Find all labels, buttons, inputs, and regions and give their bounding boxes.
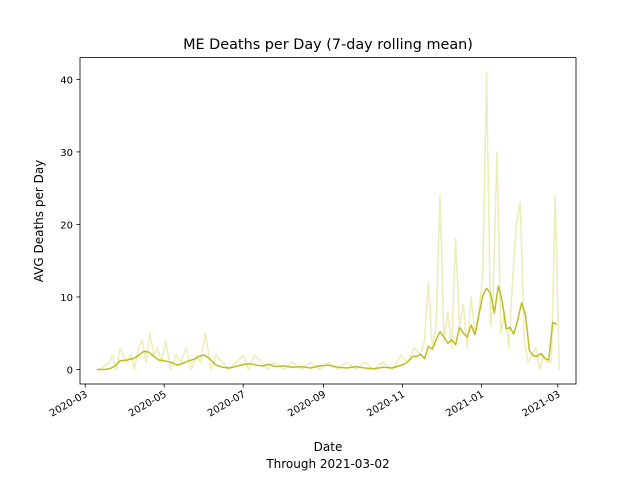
x-tick-label: 2021-03 [521, 389, 563, 419]
y-axis-label: AVG Deaths per Day [32, 160, 46, 283]
y-tick-label: 0 [67, 365, 73, 376]
x-axis-label: Date [314, 440, 343, 454]
x-axis: 2020-03 2020-05 2020-07 2020-09 2020-11 2021-… [48, 384, 562, 419]
plot-frame [79, 57, 577, 385]
x-tick-label: 2020-03 [48, 389, 90, 419]
daily-series [98, 71, 560, 371]
x-tick-label: 2021-01 [444, 389, 486, 419]
x-tick-label: 2020-11 [365, 389, 407, 419]
x-tick-label: 2020-09 [286, 389, 328, 419]
y-axis: 0 10 20 30 40 [60, 75, 80, 376]
y-tick-label: 40 [60, 75, 73, 86]
rolling-mean-line [96, 285, 557, 371]
x-tick-label: 2020-05 [127, 389, 169, 419]
daily-deaths-line [98, 71, 560, 371]
x-tick-label: 2020-07 [206, 389, 248, 419]
y-tick-label: 10 [60, 293, 73, 304]
rolling-mean-series [96, 285, 557, 371]
y-tick-label: 20 [60, 220, 73, 231]
x-axis-sublabel: Through 2021-03-02 [265, 457, 389, 471]
chart-title: ME Deaths per Day (7-day rolling mean) [183, 37, 473, 53]
y-tick-label: 30 [60, 148, 73, 159]
